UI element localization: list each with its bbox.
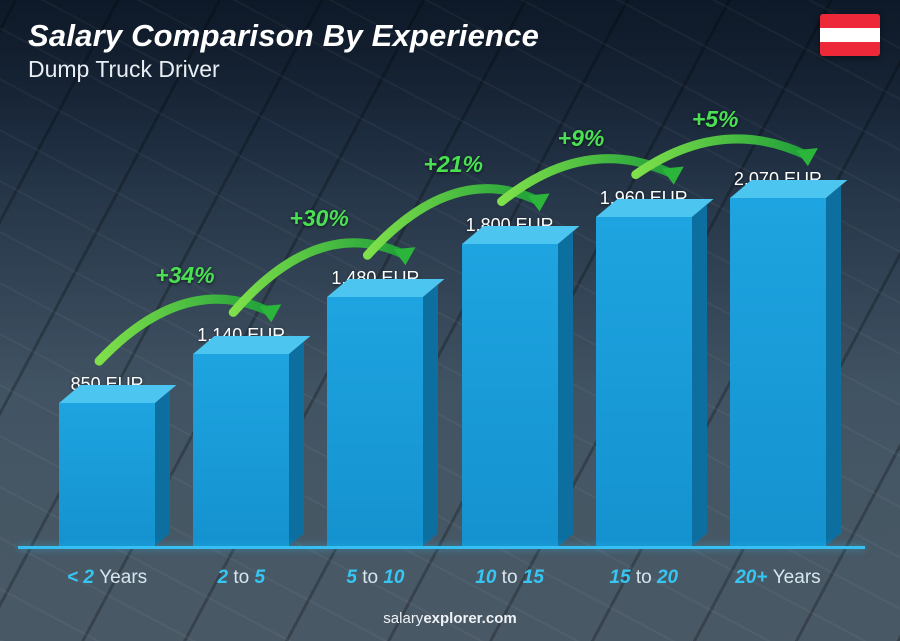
bar-side-face (558, 231, 573, 546)
x-axis-label: 5 to 10 (308, 567, 442, 589)
baseline (18, 546, 865, 549)
bar (59, 403, 155, 546)
x-axis-label: 15 to 20 (577, 567, 711, 589)
bar (730, 198, 826, 546)
x-axis-label: < 2 Years (40, 567, 174, 589)
bar-slot: 1,480 EUR (308, 100, 442, 546)
bar-side-face (423, 285, 438, 546)
bar-front-face (59, 403, 155, 546)
bar-front-face (327, 297, 423, 546)
bar-slot: 2,070 EUR (711, 100, 845, 546)
bar-side-face (289, 342, 304, 546)
flag-stripe-mid (820, 28, 880, 42)
x-axis-labels: < 2 Years2 to 55 to 1010 to 1515 to 2020… (40, 567, 845, 589)
bar (193, 354, 289, 546)
bar-slot: 850 EUR (40, 100, 174, 546)
chart-title: Salary Comparison By Experience (28, 18, 539, 54)
bar-slot: 1,960 EUR (577, 100, 711, 546)
x-axis-label: 10 to 15 (443, 567, 577, 589)
increment-label: +5% (692, 106, 739, 133)
increment-label: +21% (424, 151, 483, 178)
chart-subtitle: Dump Truck Driver (28, 56, 539, 83)
bar-front-face (193, 354, 289, 546)
increment-label: +9% (558, 125, 605, 152)
increment-label: +34% (155, 262, 214, 289)
bar-side-face (155, 391, 170, 546)
bar-slot: 1,140 EUR (174, 100, 308, 546)
x-axis-label: 2 to 5 (174, 567, 308, 589)
flag-icon (820, 14, 880, 56)
increment-label: +30% (289, 205, 348, 232)
bar-side-face (826, 186, 841, 546)
x-axis-label: 20+ Years (711, 567, 845, 589)
flag-stripe-bot (820, 42, 880, 56)
footer-attribution: salaryexplorer.com (0, 610, 900, 627)
header: Salary Comparison By Experience Dump Tru… (28, 18, 539, 83)
bar (327, 297, 423, 546)
bar-front-face (596, 217, 692, 546)
flag-stripe-top (820, 14, 880, 28)
footer-prefix: salary (383, 610, 423, 627)
bar (596, 217, 692, 546)
bar-front-face (730, 198, 826, 546)
infographic-container: Salary Comparison By Experience Dump Tru… (0, 0, 900, 641)
bar-side-face (692, 204, 707, 546)
footer-suffix: explorer.com (423, 610, 516, 627)
bar (462, 244, 558, 547)
bar-front-face (462, 244, 558, 547)
